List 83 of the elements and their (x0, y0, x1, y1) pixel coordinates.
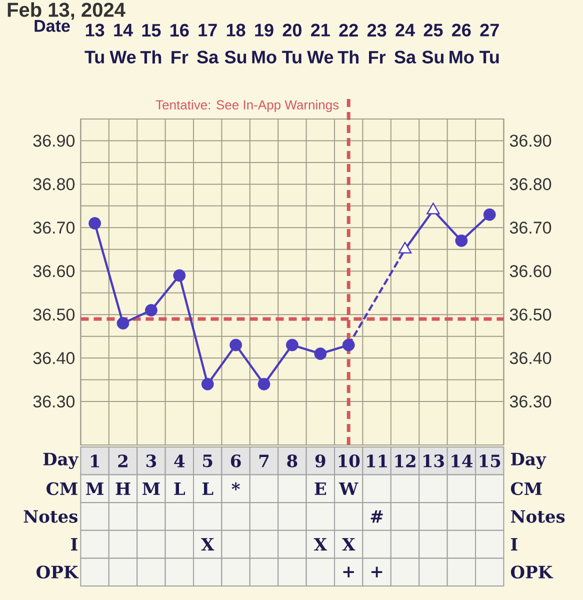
y2-tick-label: 36.30 (510, 396, 552, 408)
y-tick-label: 36.80 (33, 178, 75, 190)
text: * (232, 482, 240, 490)
x-tick-label: 26 Mo (450, 24, 474, 64)
y2-tick-label: Notes (510, 510, 565, 523)
point (483, 208, 496, 221)
point (286, 338, 298, 352)
y-tick-label: OPK (36, 566, 79, 579)
text: 5 (203, 454, 212, 468)
point (455, 234, 468, 247)
y2-tick-label: Day (511, 452, 546, 469)
point (258, 378, 270, 390)
text: 12 (395, 454, 416, 468)
text: 7 (259, 454, 269, 468)
y-tick-label: 36.90 (33, 134, 75, 147)
x-tick-label: 18 Su (224, 24, 246, 64)
y2-tick-label: 36.40 (510, 352, 552, 364)
y-tick-label: I (71, 538, 78, 550)
x-tick-label: 20 Tu (282, 24, 302, 64)
x-tick-label: 14 We (110, 24, 136, 64)
point (88, 217, 101, 230)
point (342, 338, 355, 352)
text: 10 (338, 454, 360, 468)
x-axis-title: Date (34, 20, 70, 32)
text: + (371, 566, 382, 578)
x-tick-label: 24 Sa (394, 24, 416, 64)
point (201, 378, 214, 390)
point (314, 348, 327, 360)
point (116, 317, 130, 330)
text: 6 (230, 454, 241, 468)
text: + (343, 566, 354, 578)
y2-tick-label: 36.50 (510, 308, 552, 321)
text: X (314, 538, 327, 550)
y-tick-label: 36.70 (33, 222, 75, 234)
text: 9 (315, 454, 326, 468)
x-tick-label: 17 Sa (197, 24, 219, 64)
y-tick-label: CM (46, 482, 78, 496)
y-tick-label: 36.50 (33, 308, 75, 321)
point (230, 338, 242, 352)
text: L (202, 482, 214, 495)
text: X (342, 538, 356, 550)
y-tick-label: Day (43, 452, 79, 469)
y-tick-label: 36.60 (33, 265, 75, 278)
text: 14 (452, 454, 473, 468)
x-tick-label: 13 Tu (84, 24, 104, 64)
y2-tick-label: 36.80 (510, 178, 552, 190)
text: H (116, 482, 130, 495)
y2-tick-label: 36.70 (510, 222, 552, 234)
text: 4 (174, 454, 185, 468)
text: 13 (423, 454, 444, 468)
x-tick-label: 22 Th (338, 24, 358, 64)
text: 1 (90, 454, 100, 468)
text: X (201, 538, 214, 550)
x-tick-label: 27 Tu (479, 24, 499, 64)
x-tick-label: 21 We (307, 24, 334, 64)
x-tick-label: 19 Mo (252, 24, 276, 64)
chart-title: Feb 13, 2024 (8, 2, 126, 20)
y-tick-label: 36.40 (33, 352, 75, 364)
text: 2 (118, 454, 128, 468)
text: L (174, 482, 185, 495)
text: E (314, 482, 326, 495)
y2-tick-label: I (511, 538, 518, 550)
y2-tick-label: OPK (510, 566, 554, 579)
text: W (338, 482, 358, 495)
ref-line-label: Tentative: See In-App Warnings (156, 100, 339, 112)
x-tick-label: 16 Fr (170, 24, 189, 64)
y2-tick-label: CM (510, 482, 542, 496)
x-tick-label: 23 Fr (367, 24, 386, 64)
point (173, 269, 186, 282)
text: M (142, 482, 160, 495)
y2-tick-label: 36.90 (510, 134, 552, 147)
text: 15 (480, 454, 500, 468)
x-tick-label: 15 Th (140, 24, 162, 64)
y2-tick-label: 36.60 (510, 265, 552, 278)
x-tick-label: 25 Su (422, 24, 444, 64)
text: M (86, 482, 104, 495)
text: 11 (367, 454, 387, 468)
text: 3 (146, 454, 156, 468)
y-tick-label: 36.30 (33, 396, 75, 408)
point (145, 304, 158, 316)
text: # (370, 510, 383, 523)
text: 8 (287, 454, 298, 468)
y-tick-label: Notes (24, 510, 78, 523)
